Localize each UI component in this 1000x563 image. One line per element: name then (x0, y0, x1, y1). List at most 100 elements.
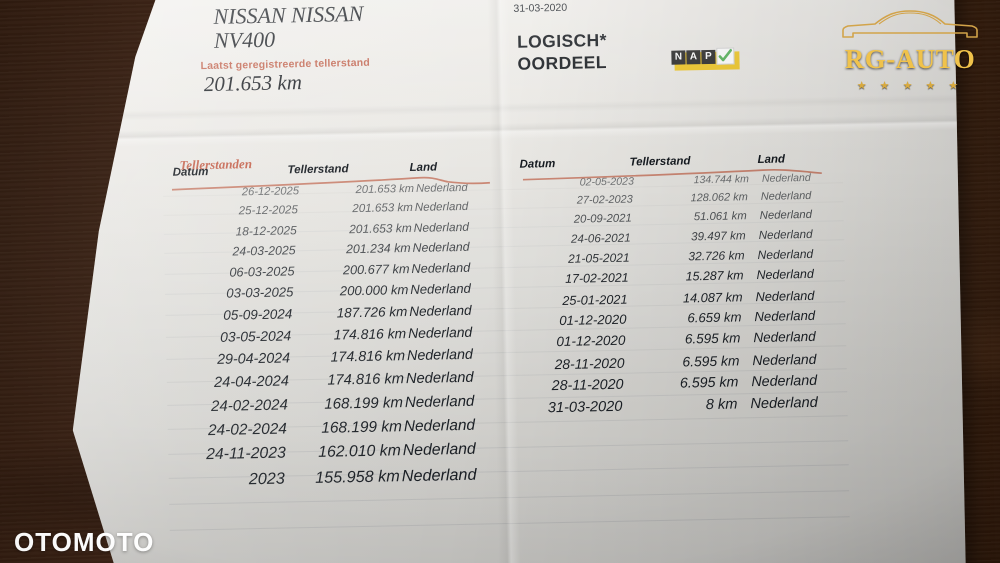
cell-tellerstand: 201.234 km (345, 241, 411, 257)
cell-tellerstand: 187.726 km (336, 303, 408, 321)
cell-datum: 24-03-2025 (232, 243, 296, 259)
car-silhouette-icon (842, 10, 978, 38)
nap-letter-p: P (701, 49, 715, 63)
cell-datum: 21-05-2021 (567, 250, 630, 267)
dealer-logo-rg-auto: RG-AUTO ★ ★ ★ ★ ★ (826, 4, 994, 96)
paper-crease-secondary (0, 94, 956, 124)
cell-land: Nederland (403, 416, 476, 435)
cell-datum: 29-04-2024 (216, 350, 291, 368)
cell-land: Nederland (410, 281, 471, 298)
cell-datum: 03-05-2024 (220, 327, 292, 346)
cell-land: Nederland (757, 247, 814, 263)
cell-tellerstand: 128.062 km (690, 191, 748, 205)
cell-datum: 01-12-2020 (556, 333, 626, 350)
cell-tellerstand: 39.497 km (690, 229, 746, 244)
dealer-logo-stars: ★ ★ ★ ★ ★ (856, 80, 964, 92)
value-merk: NISSAN NISSAN (213, 0, 364, 29)
cell-datum: 24-04-2024 (213, 373, 290, 391)
cell-tellerstand: 6.595 km (679, 374, 739, 392)
cell-datum: 28-11-2020 (551, 376, 624, 395)
cell-land: Nederland (401, 465, 477, 486)
cell-datum: 24-02-2024 (207, 420, 288, 439)
cell-datum: 05-09-2024 (223, 305, 293, 323)
cell-tellerstand: 162.010 km (318, 442, 401, 462)
otomoto-watermark: OTOMOTO (14, 527, 155, 557)
cell-datum: 2023 (248, 469, 285, 489)
cell-datum: 24-11-2023 (205, 444, 287, 464)
cell-land: Nederland (405, 369, 474, 387)
cell-datum: 31-03-2020 (547, 399, 623, 417)
nap-logo: N A P (671, 47, 734, 65)
cell-datum: 25-01-2021 (562, 291, 628, 308)
cell-tellerstand: 6.659 km (687, 309, 742, 326)
paper-lighting (0, 0, 966, 563)
cell-land: Nederland (750, 395, 818, 413)
cell-land: Nederland (406, 346, 474, 364)
paper-crease-horizontal (0, 114, 957, 150)
value-laatste-tellerstand: 201.653 km (203, 70, 303, 97)
dealer-logo-name: RG-AUTO (844, 44, 976, 74)
cell-tellerstand: 174.816 km (333, 325, 407, 343)
cell-land: Nederland (759, 208, 813, 222)
cell-tellerstand: 201.653 km (349, 221, 412, 237)
cell-land: Nederland (755, 287, 815, 304)
cell-tellerstand: 174.816 km (327, 370, 405, 389)
table-row-rules (0, 0, 966, 563)
cell-datum: 18-12-2025 (235, 223, 297, 239)
cell-tellerstand: 168.199 km (321, 418, 403, 437)
value-model: NV400 (213, 26, 276, 53)
cell-tellerstand: 6.595 km (682, 352, 740, 370)
header-rule-right (523, 165, 823, 187)
cell-datum: 28-11-2020 (554, 354, 625, 373)
verdict-line-1: LOGISCH* (516, 29, 608, 52)
cell-land: Nederland (412, 239, 470, 255)
cell-land: Nederland (756, 267, 814, 283)
cell-tellerstand: 200.677 km (342, 261, 410, 278)
cell-land: Nederland (414, 200, 469, 214)
cell-land: Nederland (404, 392, 475, 412)
nap-letter-a: A (686, 50, 700, 64)
column-header-land-right: Land (757, 153, 786, 166)
cell-tellerstand: 174.816 km (330, 347, 406, 366)
cell-land: Nederland (751, 372, 818, 391)
cell-land: Nederland (407, 324, 473, 342)
cell-land: Nederland (409, 302, 472, 319)
cell-land: Nederland (754, 308, 816, 325)
cell-tellerstand: 32.726 km (688, 248, 745, 264)
cell-tellerstand: 200.000 km (339, 282, 409, 299)
cell-datum: 27-02-2023 (576, 193, 633, 207)
cell-datum: 01-12-2020 (559, 311, 627, 329)
cell-datum: 25-12-2025 (238, 204, 298, 218)
verdict-line-2: OORDEEL (517, 52, 608, 74)
cell-datum: 24-02-2024 (210, 396, 289, 416)
cell-tellerstand: 14.087 km (682, 288, 743, 306)
nap-report-paper: NV-SS-V Merk/Handelsbenaming NISSAN NISS… (0, 0, 966, 563)
cell-datum: 06-03-2025 (229, 263, 295, 281)
cell-tellerstand: 15.287 km (685, 268, 744, 284)
cell-land: Nederland (402, 440, 476, 460)
cell-tellerstand: 6.595 km (684, 330, 741, 347)
cell-land: Nederland (411, 260, 471, 277)
value-datum-eerste-toelating: 31-03-2020 (513, 1, 568, 15)
cell-land: Nederland (760, 190, 812, 204)
cell-land: Nederland (753, 329, 816, 346)
column-header-land-left: Land (409, 161, 438, 174)
cell-tellerstand: 155.958 km (315, 467, 400, 487)
nap-letter-n: N (671, 50, 685, 64)
cell-datum: 17-02-2021 (564, 270, 629, 287)
cell-tellerstand: 51.061 km (693, 210, 747, 224)
cell-tellerstand: 8 km (705, 396, 738, 414)
header-rule-left (172, 172, 492, 194)
cell-datum: 20-09-2021 (573, 212, 632, 226)
cell-tellerstand: 201.653 km (352, 201, 413, 215)
cell-land: Nederland (758, 227, 813, 242)
label-datum-eerste-toelating: Datum eerste toelating (513, 0, 631, 1)
cell-land: Nederland (413, 219, 470, 236)
cell-datum: 24-06-2021 (570, 231, 631, 246)
nap-check-icon (716, 47, 734, 64)
paper-crease-vertical (487, 0, 521, 563)
cell-tellerstand: 168.199 km (324, 394, 404, 413)
cell-land: Nederland (752, 350, 817, 369)
cell-datum: 03-03-2025 (226, 284, 294, 301)
